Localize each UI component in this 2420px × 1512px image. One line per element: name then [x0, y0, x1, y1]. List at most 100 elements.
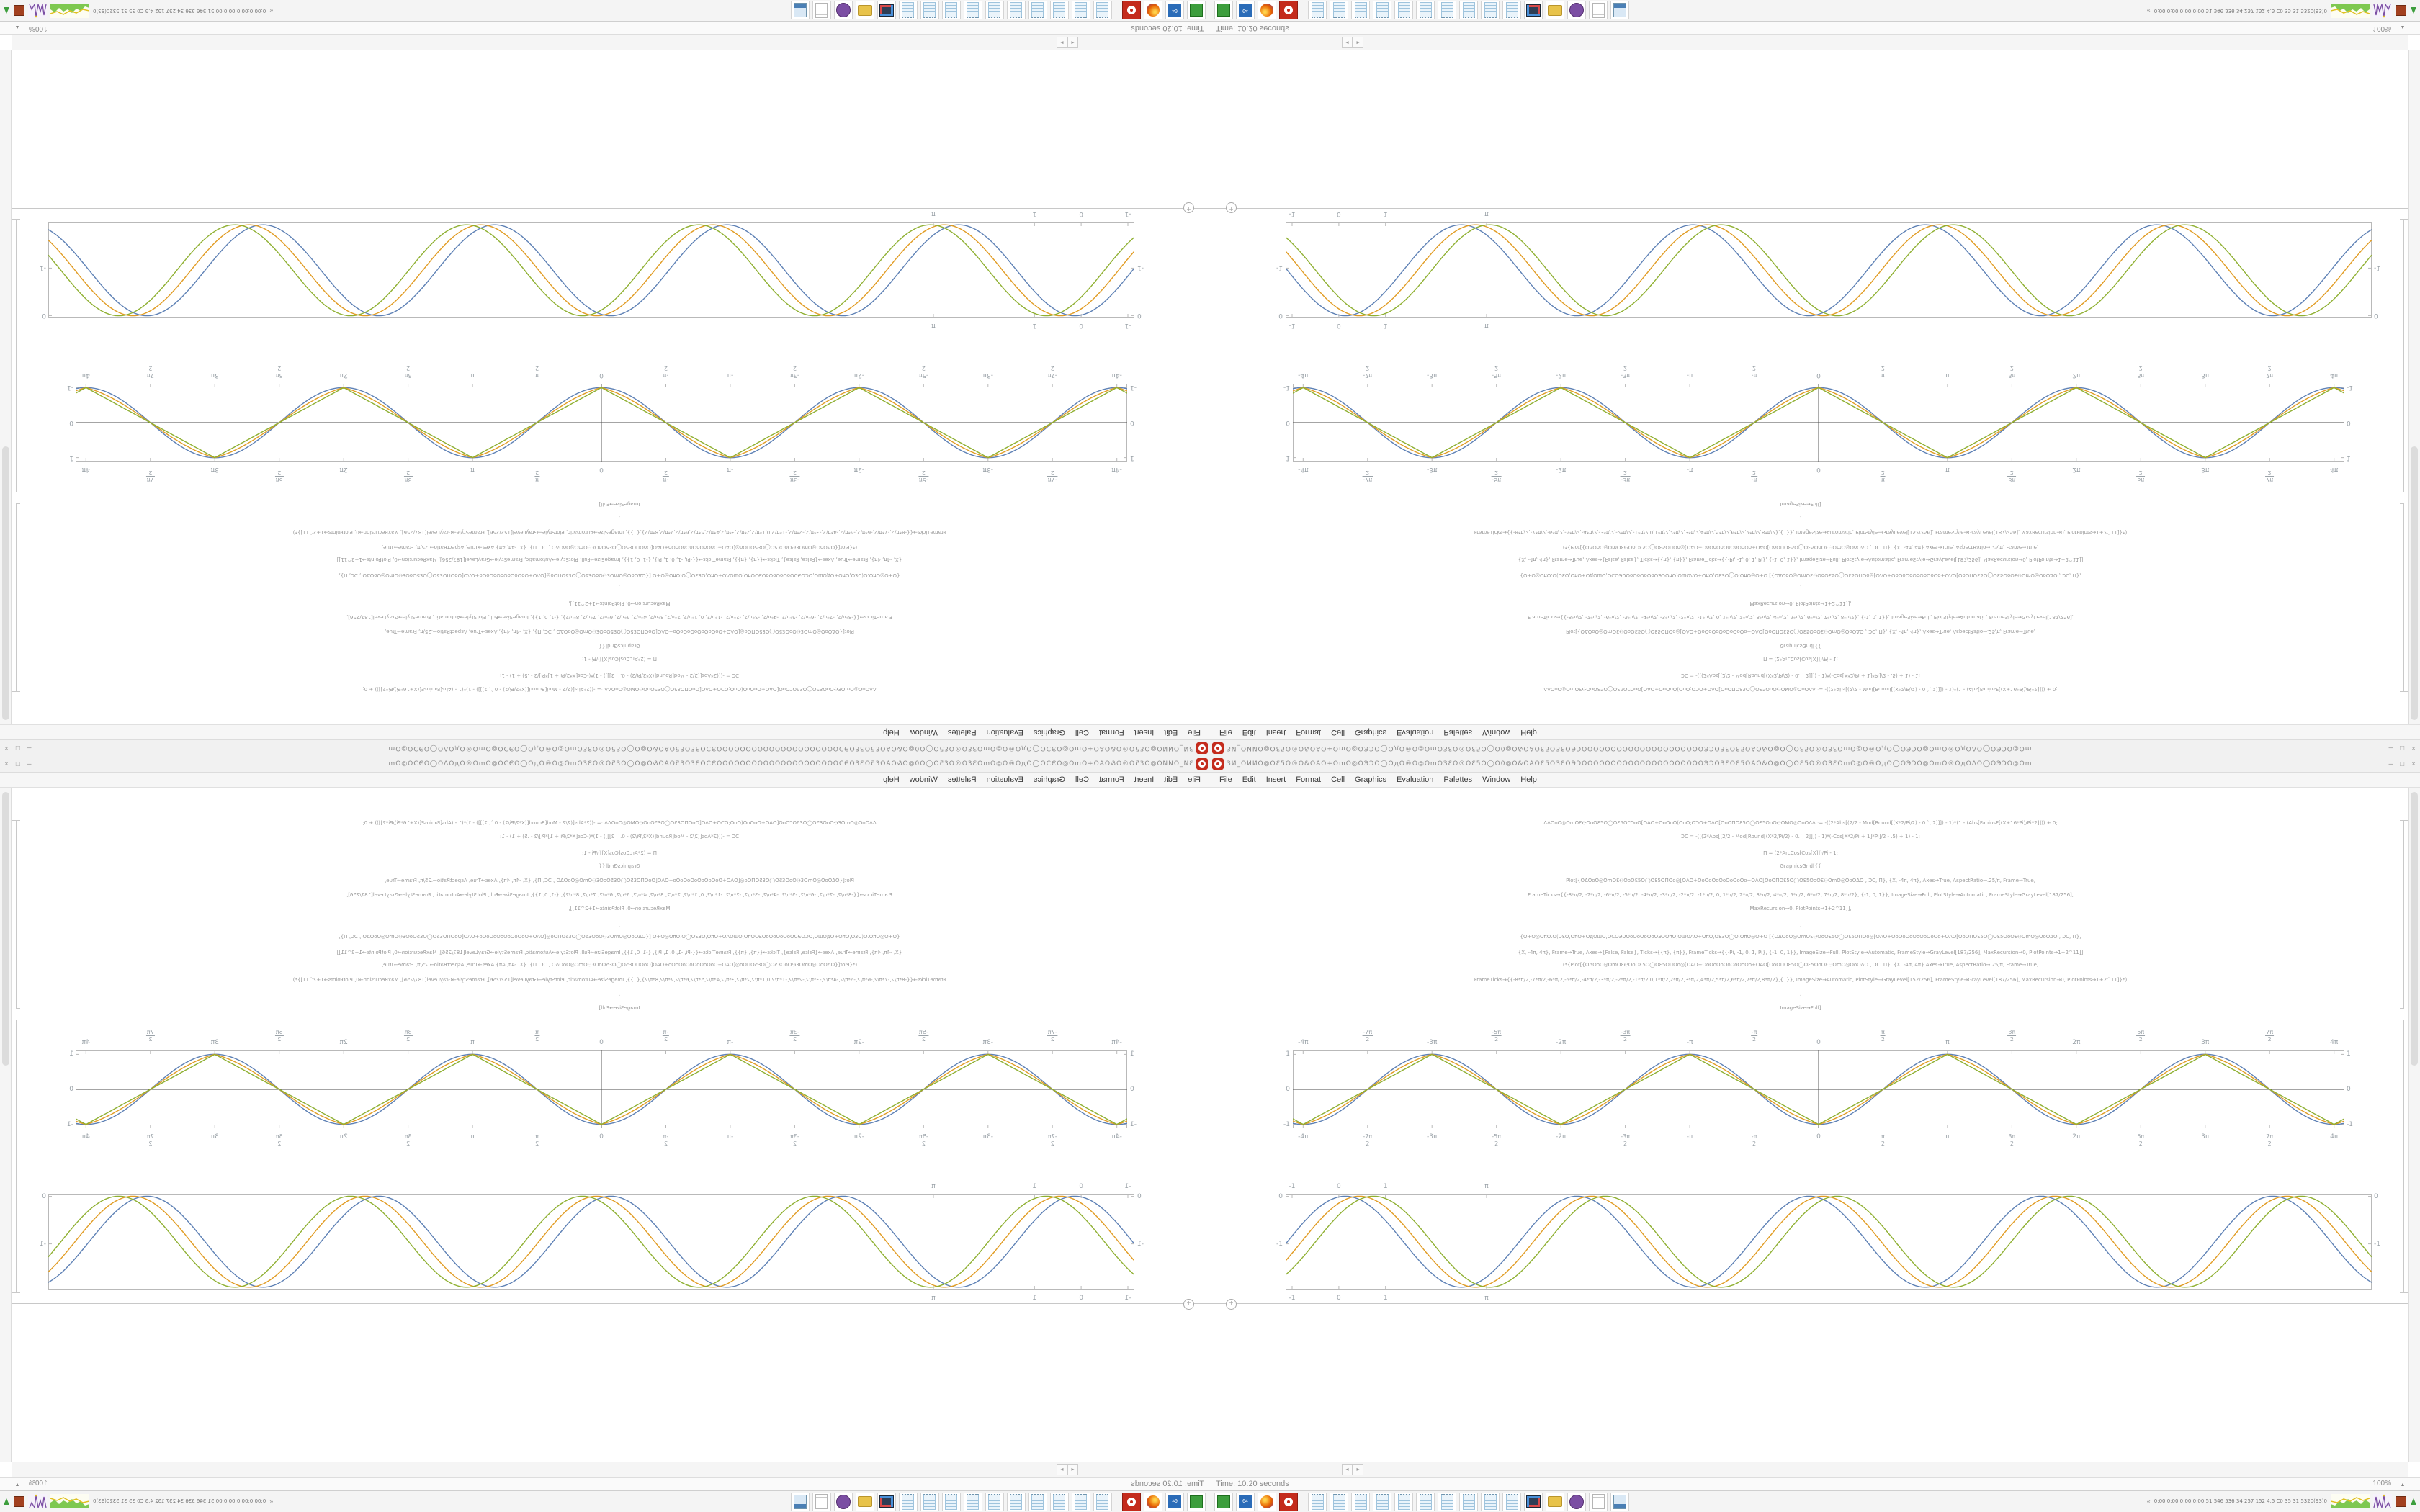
code-line[interactable]: ƆC = -(((2*Abs[(2/2 - Mod[Round[(X*2/Pi/… — [1681, 834, 1920, 840]
vertical-scrollbar-thumb[interactable] — [2411, 446, 2418, 720]
menu-item-format[interactable]: Format — [1098, 775, 1124, 784]
code-line[interactable]: Plot[{ΟΔΟοΟ◎ΟmΟƐ℮ΟοΟƐ5Ο◯ΟƐ5ΟΠΟο◎[ΟΑΟ+ΟοΟ… — [385, 878, 854, 883]
menu-item-cell[interactable]: Cell — [1331, 775, 1345, 784]
notes-icon[interactable] — [1589, 1492, 1608, 1511]
scroll-right-icon[interactable]: ▸ — [1353, 37, 1363, 48]
magnification-arrow-icon[interactable]: ▴ — [2401, 24, 2404, 31]
insert-cell-plus-icon[interactable]: + — [1183, 1299, 1194, 1310]
magnification-dropdown[interactable]: 100% — [29, 1480, 48, 1488]
vm-app-icon[interactable] — [1187, 1, 1206, 20]
vm-app-icon[interactable] — [1214, 1, 1233, 20]
code-line[interactable]: (*{Plot[{ΟΔΟοΟ◎ΟmΟƐ℮ΟοΟƐ5Ο◯ΟƐ5ΟΠΟο◎[ΟΑΟ+… — [381, 544, 858, 550]
magnification-dropdown[interactable]: 100% — [29, 24, 48, 32]
firefox-icon[interactable] — [1258, 1492, 1276, 1511]
magnification-arrow-icon[interactable]: ▴ — [16, 1481, 19, 1488]
maximize-button[interactable]: □ — [15, 744, 20, 752]
document-icon[interactable] — [1093, 1492, 1112, 1511]
code-line[interactable]: ‚ — [1799, 584, 1802, 590]
input-cell-bracket[interactable] — [16, 503, 20, 692]
minimize-button[interactable]: – — [2388, 760, 2393, 768]
vertical-scrollbar-thumb[interactable] — [2411, 792, 2418, 1066]
scroll-right-icon[interactable]: ▸ — [1057, 1464, 1067, 1475]
document-icon[interactable] — [1007, 1492, 1026, 1511]
document-icon[interactable] — [985, 1, 1004, 20]
firefox-icon[interactable] — [1144, 1492, 1162, 1511]
menu-item-cell[interactable]: Cell — [1331, 728, 1345, 737]
document-icon[interactable] — [1050, 1, 1069, 20]
notes-icon[interactable] — [812, 1, 831, 20]
reader-icon[interactable] — [791, 1, 810, 20]
notification-box-icon[interactable] — [14, 5, 24, 17]
updates-flag-icon[interactable] — [2410, 1497, 2417, 1506]
document-icon[interactable] — [1050, 1492, 1069, 1511]
maximize-button[interactable]: □ — [15, 760, 20, 768]
code-line[interactable]: FrameTicks→{{-8*π/2, -7*π/2, -6*π/2, -5*… — [346, 892, 892, 898]
cell-group-bracket[interactable] — [12, 820, 16, 1293]
firefox-icon[interactable] — [1258, 1, 1276, 20]
code-line[interactable]: MaxRecursion→0, PlotPoints→1+2^11]], — [1749, 600, 1852, 606]
menu-item-help[interactable]: Help — [883, 775, 900, 784]
document-icon[interactable] — [942, 1, 961, 20]
code-line[interactable]: FrameTicks→{{-8*π/2, -7*π/2, -6*π/2, -5*… — [346, 614, 892, 620]
close-button[interactable]: × — [2411, 744, 2416, 752]
vertical-scrollbar-thumb[interactable] — [2, 446, 9, 720]
scroll-left-icon[interactable]: ◂ — [1067, 37, 1078, 48]
reader-icon[interactable] — [791, 1492, 810, 1511]
code-line[interactable]: ImageSize→Full] — [599, 1005, 640, 1011]
document-icon[interactable] — [1438, 1492, 1456, 1511]
code-line[interactable]: {Ο+Ο◎ΟπΟ.Ο(ƆƐΟ,ΟπΟ+ΟдΟшΟ,ΟCΟЭƆΟοΟοΟοΟοΟЭ… — [339, 934, 900, 940]
updates-flag-icon[interactable] — [3, 1497, 10, 1506]
scroll-right-icon[interactable]: ▸ — [1057, 37, 1067, 48]
media-app-icon[interactable] — [1567, 1, 1586, 20]
menu-item-window[interactable]: Window — [1482, 775, 1511, 784]
folder-icon[interactable] — [1546, 1492, 1564, 1511]
menu-item-window[interactable]: Window — [1482, 728, 1511, 737]
vertical-scrollbar[interactable] — [2408, 50, 2420, 724]
mathematica-kernel-icon[interactable] — [1279, 1492, 1298, 1511]
menu-item-file[interactable]: File — [1188, 728, 1201, 737]
document-icon[interactable] — [1394, 1492, 1413, 1511]
code-line[interactable]: {Ο+Ο◎ΟπΟ.Ο(ƆƐΟ,ΟπΟ+ΟдΟшΟ,ΟCΟЭƆΟοΟοΟοΟοΟЭ… — [1520, 572, 2081, 578]
code-line[interactable]: ʼ — [1799, 512, 1802, 518]
menu-item-edit[interactable]: Edit — [1242, 728, 1256, 737]
output-cell-bracket[interactable] — [2400, 1020, 2404, 1293]
document-icon[interactable] — [964, 1, 982, 20]
maximize-button[interactable]: □ — [2400, 744, 2405, 752]
document-icon[interactable] — [1416, 1, 1435, 20]
mathematica-kernel-icon[interactable] — [1122, 1492, 1141, 1511]
code-line[interactable]: ImageSize→Full] — [599, 501, 640, 507]
code-line[interactable]: {X, -4π, 4π}, Frame→True, Axes→{False, F… — [336, 950, 902, 955]
menu-item-window[interactable]: Window — [909, 728, 938, 737]
minimize-button[interactable]: – — [27, 760, 32, 768]
notes-icon[interactable] — [1589, 1, 1608, 20]
close-button[interactable]: × — [4, 744, 9, 752]
minimize-button[interactable]: – — [2388, 744, 2393, 752]
vertical-scrollbar-thumb[interactable] — [2, 792, 9, 1066]
code-line[interactable]: ImageSize→Full] — [1780, 501, 1821, 507]
document-icon[interactable] — [985, 1492, 1004, 1511]
menu-item-graphics[interactable]: Graphics — [1033, 775, 1065, 784]
code-line[interactable]: ΔΔΟοΟ◎ΟmΟƐ℮ΟοΟƐ5Ο◯ΟƐ5ΟΓΟοΟ[ΟΑΟ+ΟοΟοΟ(ΟοΟ… — [362, 686, 877, 692]
folder-icon[interactable] — [1546, 1, 1564, 20]
media-app-icon[interactable] — [1567, 1492, 1586, 1511]
menu-item-edit[interactable]: Edit — [1164, 728, 1178, 737]
menu-item-graphics[interactable]: Graphics — [1355, 728, 1387, 737]
code-line[interactable]: FrameTicks→{{-8*π/2,-7*π/2,-6*π/2,-5*π/2… — [292, 529, 946, 535]
insert-cell-plus-icon[interactable]: + — [1183, 202, 1194, 213]
tray-expand-icon[interactable]: « — [2146, 1498, 2151, 1505]
menu-item-file[interactable]: File — [1188, 775, 1201, 784]
document-icon[interactable] — [920, 1492, 939, 1511]
magnification-dropdown[interactable]: 100% — [2372, 1480, 2391, 1488]
code-line[interactable]: ƆC = -(((2*Abs[(2/2 - Mod[Round[(X*2/Pi/… — [500, 672, 739, 678]
code-line[interactable]: Π = (2*ArcCos[Cos[X]])/Pi - 1; — [1763, 850, 1838, 856]
cell-insertion-line[interactable] — [12, 208, 1210, 209]
cell-group-bracket[interactable] — [2404, 820, 2408, 1293]
code-line[interactable]: {X, -4π, 4π}, Frame→True, Axes→{False, F… — [336, 557, 902, 562]
document-icon[interactable] — [1330, 1, 1348, 20]
document-icon[interactable] — [1028, 1492, 1047, 1511]
code-line[interactable]: MaxRecursion→0, PlotPoints→1+2^11]], — [1749, 906, 1852, 912]
media-app-icon[interactable] — [834, 1, 853, 20]
notification-box-icon[interactable] — [2396, 5, 2406, 17]
menu-item-format[interactable]: Format — [1296, 775, 1322, 784]
document-icon[interactable] — [1502, 1, 1521, 20]
